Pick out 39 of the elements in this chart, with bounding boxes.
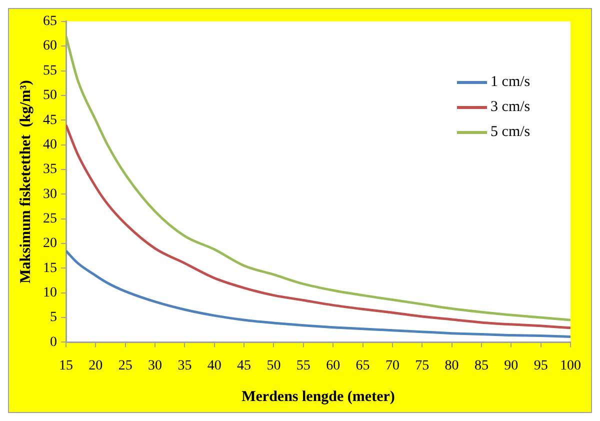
y-tick-label: 35 (43, 162, 57, 178)
y-tick-label: 0 (50, 334, 57, 350)
x-tick-label: 40 (207, 358, 222, 374)
x-axis-title: Merdens lengde (meter) (242, 388, 395, 405)
x-tick-label: 30 (148, 358, 162, 374)
x-tick-label: 100 (560, 358, 581, 374)
y-tick-label: 30 (43, 186, 57, 202)
y-tick-label: 65 (43, 14, 57, 30)
legend-label: 5 cm/s (490, 124, 530, 141)
legend-label: 3 cm/s (490, 98, 530, 116)
x-tick-label: 50 (266, 358, 281, 374)
line-series (66, 34, 570, 322)
line-series (66, 124, 570, 330)
x-tick-label: 65 (356, 358, 370, 374)
x-tick-label: 75 (415, 358, 430, 374)
x-tick-label: 95 (534, 358, 548, 374)
x-tick-label: 60 (326, 358, 340, 374)
y-tick-label: 25 (43, 211, 57, 226)
x-tick-label: 90 (504, 358, 518, 374)
y-tick-label: 15 (43, 260, 57, 276)
x-tick-label: 85 (474, 358, 488, 374)
y-tick-label: 40 (43, 137, 57, 152)
x-tick-label: 55 (296, 358, 310, 374)
y-tick-label: 10 (43, 286, 57, 301)
x-tick-label: 25 (118, 358, 132, 374)
x-tick-label: 35 (178, 358, 192, 374)
x-tick-label: 20 (88, 358, 103, 374)
y-tick-label: 20 (43, 236, 57, 252)
line-series (66, 250, 570, 338)
x-tick-label: 45 (237, 358, 252, 374)
y-tick-label: 5 (50, 310, 57, 326)
y-tick-label: 60 (43, 38, 57, 54)
y-tick-label: 50 (43, 88, 57, 104)
y-tick-label: 45 (43, 112, 57, 128)
y-axis-title: Maksimum fisketetthet (kg/m³) (18, 80, 34, 284)
legend-label: 1 cm/s (490, 74, 530, 91)
x-tick-label: 80 (444, 358, 459, 374)
y-tick-label: 55 (43, 63, 57, 78)
x-tick-label: 70 (385, 358, 400, 374)
